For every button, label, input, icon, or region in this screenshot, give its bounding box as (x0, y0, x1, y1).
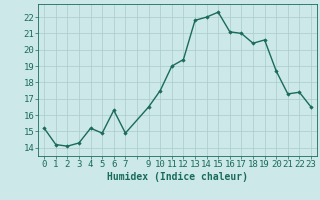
X-axis label: Humidex (Indice chaleur): Humidex (Indice chaleur) (107, 172, 248, 182)
